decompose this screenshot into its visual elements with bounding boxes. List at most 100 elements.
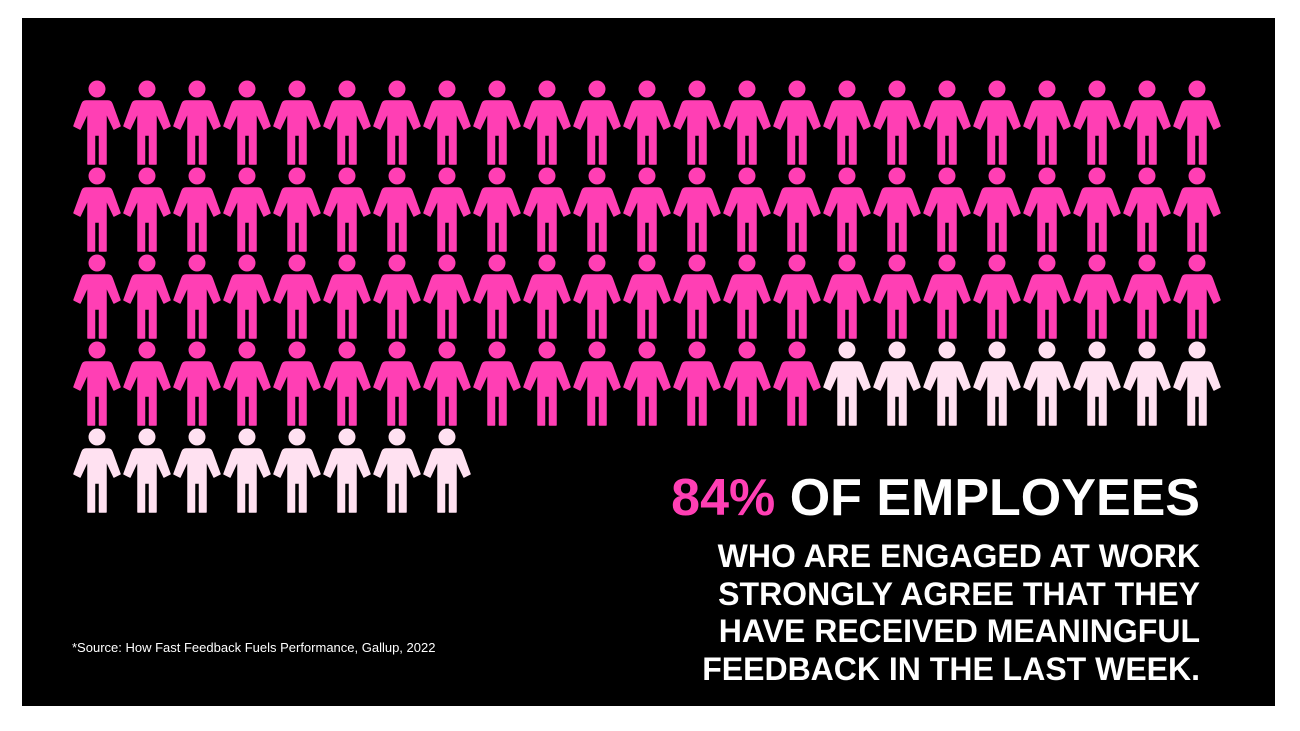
person-icon — [1173, 167, 1221, 252]
person-icon — [573, 167, 621, 252]
person-icon — [373, 341, 421, 426]
person-icon — [123, 254, 171, 339]
person-icon — [1073, 80, 1121, 165]
person-icon — [673, 167, 721, 252]
percent-label: 84% — [671, 469, 776, 527]
person-icon — [1023, 254, 1071, 339]
person-icon — [823, 80, 871, 165]
person-icon — [223, 254, 271, 339]
pictogram — [73, 80, 1221, 513]
person-icon — [423, 341, 471, 426]
person-icon — [1173, 341, 1221, 426]
person-icon — [223, 80, 271, 165]
person-icon — [173, 341, 221, 426]
person-icon — [873, 80, 921, 165]
person-icon — [423, 80, 471, 165]
person-icon — [623, 167, 671, 252]
person-icon — [473, 341, 521, 426]
person-icon — [1023, 341, 1071, 426]
person-icon — [523, 167, 571, 252]
person-icon — [673, 254, 721, 339]
person-icon — [723, 80, 771, 165]
body-line: FEEDBACK IN THE LAST WEEK. — [702, 650, 1200, 687]
person-icon — [373, 428, 421, 513]
person-icon — [773, 254, 821, 339]
person-icon — [73, 254, 121, 339]
person-icon — [1073, 341, 1121, 426]
person-icon — [123, 428, 171, 513]
body-line: HAVE RECEIVED MEANINGFUL — [718, 613, 1200, 649]
person-icon — [273, 428, 321, 513]
person-icon — [573, 254, 621, 339]
person-icon — [873, 254, 921, 339]
person-icon — [473, 167, 521, 252]
person-icon — [223, 341, 271, 426]
person-icon — [623, 254, 671, 339]
person-icon — [73, 341, 121, 426]
person-icon — [773, 167, 821, 252]
person-icon — [473, 80, 521, 165]
headline-text: OF EMPLOYEES — [789, 469, 1200, 527]
person-icon — [523, 341, 571, 426]
person-icon — [923, 341, 971, 426]
person-icon — [1073, 254, 1121, 339]
person-icon — [973, 167, 1021, 252]
person-icon — [723, 167, 771, 252]
person-icon — [173, 167, 221, 252]
person-icon — [773, 341, 821, 426]
person-icon — [273, 341, 321, 426]
person-icon — [673, 80, 721, 165]
person-icon — [523, 254, 571, 339]
person-icon — [623, 80, 671, 165]
infographic-panel: 84% OF EMPLOYEES WHO ARE ENGAGED AT WORK… — [22, 18, 1275, 706]
person-icon — [423, 428, 471, 513]
person-icon — [73, 428, 121, 513]
person-icon — [123, 167, 171, 252]
person-icon — [573, 80, 621, 165]
person-icon — [823, 167, 871, 252]
person-icon — [323, 254, 371, 339]
person-icon — [673, 341, 721, 426]
person-icon — [1173, 80, 1221, 165]
person-icon — [73, 80, 121, 165]
person-icon — [173, 80, 221, 165]
person-icon — [423, 167, 471, 252]
person-icon — [73, 167, 121, 252]
person-icon — [423, 254, 471, 339]
person-icon — [323, 341, 371, 426]
source-note: *Source: How Fast Feedback Fuels Perform… — [72, 640, 436, 655]
person-icon — [523, 80, 571, 165]
person-icon — [123, 80, 171, 165]
headline: 84% OF EMPLOYEES — [671, 468, 1200, 528]
person-icon — [373, 80, 421, 165]
person-icon — [923, 167, 971, 252]
person-icon — [973, 80, 1021, 165]
person-icon — [1023, 167, 1071, 252]
person-icon — [973, 254, 1021, 339]
person-icon — [173, 254, 221, 339]
person-icon — [123, 341, 171, 426]
person-icon — [473, 254, 521, 339]
person-icon — [1173, 254, 1221, 339]
person-icon — [623, 341, 671, 426]
person-icon — [323, 428, 371, 513]
person-icon — [873, 341, 921, 426]
person-icon — [373, 254, 421, 339]
person-icon — [773, 80, 821, 165]
person-icon — [173, 428, 221, 513]
person-icon — [273, 254, 321, 339]
person-icon — [373, 167, 421, 252]
person-icon — [723, 254, 771, 339]
body-line: WHO ARE ENGAGED AT WORK — [717, 538, 1200, 574]
person-icon — [1123, 254, 1171, 339]
person-icon — [1123, 167, 1171, 252]
person-icon — [573, 341, 621, 426]
person-icon — [923, 254, 971, 339]
person-icon — [723, 341, 771, 426]
person-icon — [273, 80, 321, 165]
body-line: STRONGLY AGREE THAT THEY — [718, 575, 1200, 612]
person-icon — [1123, 80, 1171, 165]
person-icon — [1123, 341, 1171, 426]
person-icon — [323, 167, 371, 252]
